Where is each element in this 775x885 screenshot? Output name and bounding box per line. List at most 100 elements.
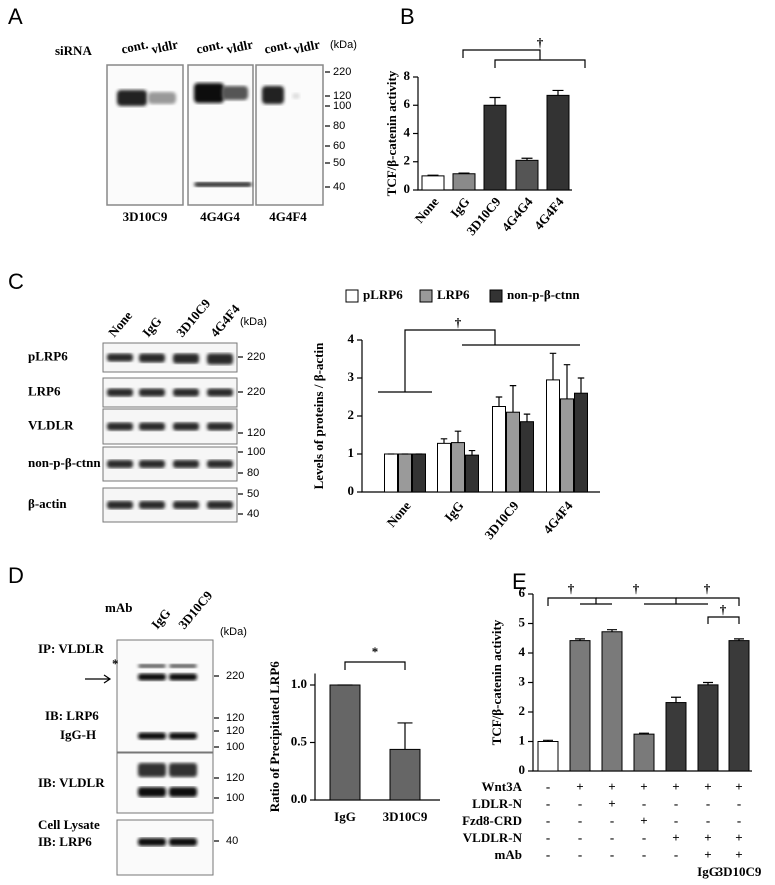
bar xyxy=(515,159,539,191)
marker-label: 120 xyxy=(226,712,244,724)
bar xyxy=(574,392,588,493)
marker-label: 220 xyxy=(333,66,351,78)
blot-band xyxy=(207,460,233,468)
blot-band xyxy=(139,422,165,431)
arrow xyxy=(85,674,112,684)
bar xyxy=(569,640,591,772)
blot-band xyxy=(169,838,197,846)
significance-bracket xyxy=(676,597,740,606)
condition-mark: + xyxy=(672,830,679,845)
unit-label: (kDa) xyxy=(330,39,357,51)
lane-label: vldlr xyxy=(292,36,321,56)
bar xyxy=(537,741,559,772)
marker-label: 80 xyxy=(247,467,259,479)
marker-label: 120 xyxy=(226,772,244,784)
bar xyxy=(665,702,687,772)
x-tick-label: 4G4F4 xyxy=(540,498,576,537)
marker-label: 120 xyxy=(333,90,351,102)
condition-mark: + xyxy=(704,830,711,845)
condition-mark: + xyxy=(608,779,615,794)
bar xyxy=(465,454,479,493)
marker-label: 100 xyxy=(226,792,244,804)
error-bar xyxy=(454,430,462,443)
row-label: siRNA xyxy=(55,43,92,58)
legend-swatch xyxy=(345,289,359,303)
error-bar xyxy=(427,174,439,176)
error-bar xyxy=(397,722,413,750)
blot-band xyxy=(292,93,300,99)
bar xyxy=(546,94,570,191)
condition-mark: - xyxy=(642,796,646,811)
y-tick-label: 4 xyxy=(404,124,411,139)
blot-band xyxy=(169,787,197,797)
y-tick-label: 8 xyxy=(404,68,411,83)
blot-band xyxy=(139,388,165,397)
y-axis-label: Ratio of Precipitated LRP6 xyxy=(267,661,282,813)
bar xyxy=(437,442,451,493)
condition-mark: - xyxy=(546,830,550,845)
error-bar xyxy=(703,681,713,685)
bar xyxy=(520,421,534,493)
blot-band xyxy=(207,501,233,509)
x-tick-label: 3D10C9 xyxy=(463,194,504,238)
condition-label: Wnt3A xyxy=(482,779,523,794)
blot-band xyxy=(107,353,133,362)
row-label: non-p-β-ctnn xyxy=(28,455,101,470)
condition-mark: + xyxy=(672,779,679,794)
panel-letter: C xyxy=(8,269,24,294)
blot-frame xyxy=(116,752,214,814)
blot-label: IB: VLDLR xyxy=(38,775,105,790)
y-tick-label: 3 xyxy=(519,673,526,688)
error-bar xyxy=(734,638,744,641)
row-label: mAb xyxy=(105,600,132,615)
y-tick-label: 0.0 xyxy=(291,791,307,806)
lane-label: IgG xyxy=(148,606,173,632)
blot-band xyxy=(169,763,197,777)
antibody-label: 4G4G4 xyxy=(200,209,240,224)
blot-band xyxy=(148,92,176,104)
y-tick-label: 0 xyxy=(404,181,411,196)
error-bar xyxy=(563,364,571,399)
error-bar xyxy=(639,732,649,735)
bar xyxy=(728,640,750,772)
x-tick-label: None xyxy=(384,498,414,530)
marker-label: 60 xyxy=(333,140,345,152)
legend-label: pLRP6 xyxy=(363,287,403,302)
blot-band xyxy=(173,388,199,397)
condition-label: mAb xyxy=(495,847,522,862)
bar xyxy=(697,684,719,772)
y-tick-label: 1 xyxy=(348,445,355,460)
condition-mark: - xyxy=(546,847,550,862)
condition-mark: - xyxy=(706,813,710,828)
y-tick-label: 2 xyxy=(348,407,355,422)
blot-band xyxy=(262,86,284,104)
blot-band xyxy=(139,460,165,468)
blot-band xyxy=(139,501,165,509)
lane-label: None xyxy=(105,308,135,340)
blot-band xyxy=(138,763,166,777)
y-axis-label: Levels of proteins / β-actin xyxy=(311,342,326,489)
marker-label: 100 xyxy=(333,100,351,112)
x-tick-label: None xyxy=(412,194,442,226)
marker-label: 220 xyxy=(226,670,244,682)
blot-band xyxy=(138,787,166,797)
blot-band xyxy=(138,732,166,740)
y-tick-label: 0 xyxy=(519,762,526,777)
bar xyxy=(389,748,421,801)
condition-mark: - xyxy=(578,830,582,845)
condition-mark: - xyxy=(642,830,646,845)
condition-mark: - xyxy=(578,847,582,862)
lane-label: vldlr xyxy=(225,36,254,56)
lane-label: IgG xyxy=(139,314,164,340)
x-tick-label: IgG xyxy=(447,194,472,220)
blot-band xyxy=(194,83,224,103)
legend-swatch xyxy=(419,289,433,303)
blot-band xyxy=(207,388,233,397)
blot-band xyxy=(138,673,166,681)
error-bar xyxy=(489,96,501,106)
bar xyxy=(492,406,506,493)
condition-mark: + xyxy=(735,830,742,845)
error-bar xyxy=(575,638,585,641)
error-bar xyxy=(458,172,470,174)
y-tick-label: 3 xyxy=(348,369,355,384)
